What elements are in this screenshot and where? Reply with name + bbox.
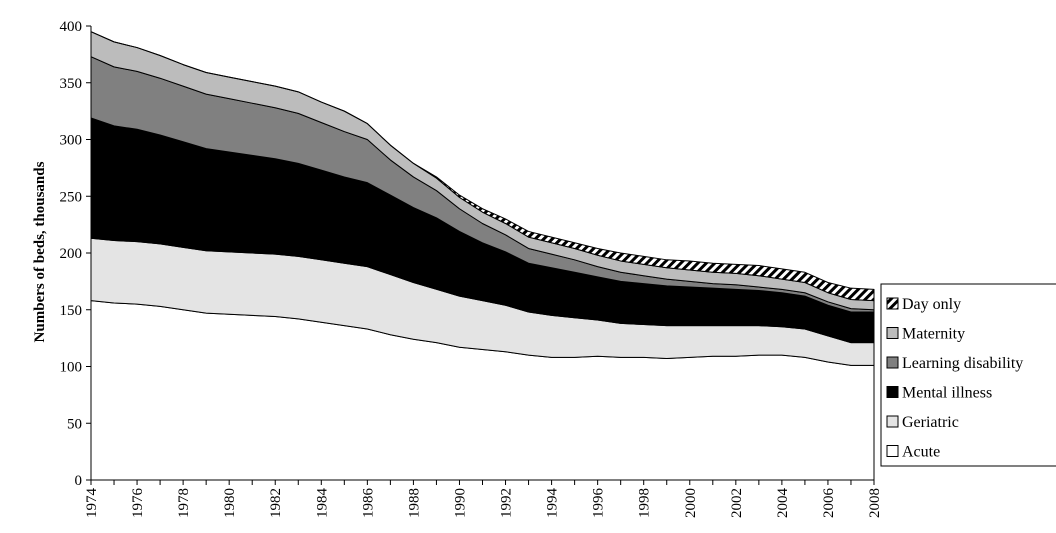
y-tick-label: 100 — [60, 360, 83, 376]
y-tick-label: 50 — [67, 416, 82, 432]
legend-swatch-mental-illness — [886, 386, 899, 398]
area-day-only — [90, 31, 875, 302]
area-layers — [90, 31, 875, 481]
x-tick-label: 2006 — [821, 488, 837, 519]
y-tick-label: 0 — [75, 473, 83, 489]
legend-swatch-learning-disability — [886, 356, 899, 369]
legend-label-mental-illness: Mental illness — [902, 385, 992, 402]
legend-label-maternity: Maternity — [902, 326, 965, 343]
x-tick-label: 2002 — [729, 488, 745, 518]
x-tick-label: 1978 — [176, 488, 192, 518]
x-tick-label: 2004 — [775, 488, 791, 519]
legend-label-acute: Acute — [902, 444, 940, 461]
legend: Day only Maternity Learning disability Ment… — [880, 283, 1056, 467]
x-tick-label: 1982 — [268, 488, 284, 518]
x-tick-label: 1986 — [360, 488, 376, 519]
legend-label-day-only: Day only — [902, 296, 961, 313]
legend-swatch-geriatric — [886, 415, 899, 428]
legend-box — [880, 283, 1056, 467]
legend-label-geriatric: Geriatric — [902, 414, 959, 431]
x-tick-label: 1974 — [84, 488, 100, 519]
x-tick-label: 2000 — [683, 488, 699, 518]
x-tick-label: 2008 — [867, 488, 883, 518]
y-tick-label: 200 — [60, 246, 83, 262]
y-tick-label: 400 — [60, 19, 83, 35]
y-axis-title: Numbers of beds, thousands — [32, 161, 48, 342]
x-tick-label: 1976 — [130, 488, 146, 519]
legend-label-learning-disability: Learning disability — [902, 355, 1023, 372]
axes: 0 50 100 150 200 250 300 350 400 1974 1976 1978 1980… — [60, 19, 884, 518]
x-tick-label: 1988 — [406, 488, 422, 518]
x-tick-label: 1990 — [452, 488, 468, 518]
legend-swatch-day-only — [886, 297, 899, 310]
x-tick-label: 1992 — [499, 488, 515, 518]
x-tick-label: 1994 — [545, 488, 561, 519]
legend-swatch-acute — [886, 445, 899, 457]
y-tick-label: 350 — [60, 76, 83, 92]
legend-swatch-maternity — [886, 327, 899, 339]
y-tick-label: 250 — [60, 189, 83, 205]
y-tick-label: 300 — [60, 133, 83, 149]
x-tick-label: 1980 — [222, 488, 238, 518]
y-tick-label: 150 — [60, 303, 83, 319]
x-tick-label: 1998 — [637, 488, 653, 518]
x-tick-label: 1996 — [591, 488, 607, 519]
x-tick-label: 1984 — [314, 488, 330, 519]
